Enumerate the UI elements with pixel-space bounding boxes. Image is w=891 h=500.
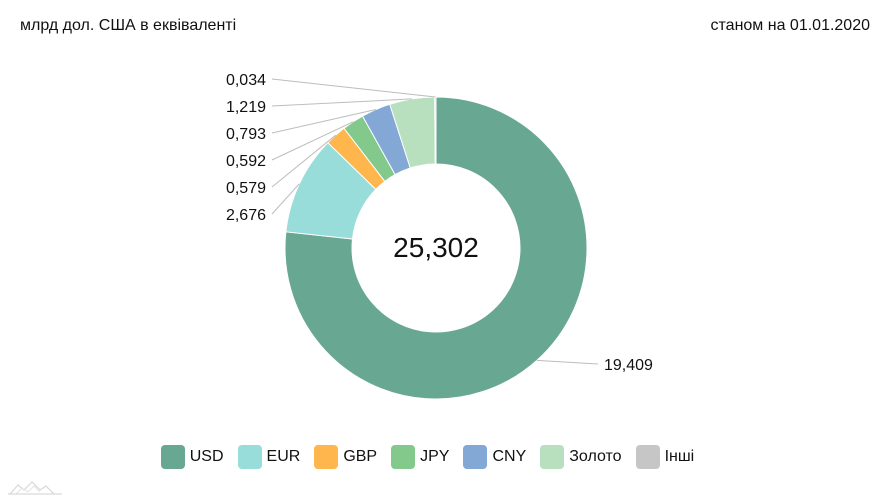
leader-line-gold bbox=[271, 98, 412, 107]
leader-line-other bbox=[271, 78, 436, 98]
legend-item-jpy[interactable]: JPY bbox=[391, 444, 449, 470]
leader-line-gbp bbox=[271, 134, 336, 188]
legend-swatch bbox=[463, 445, 488, 469]
leader-line-usd bbox=[536, 359, 599, 365]
units-label: млрд дол. США в еквіваленті bbox=[20, 17, 237, 34]
legend-label: CNY bbox=[492, 448, 527, 465]
data-label-usd: 19,409 bbox=[604, 357, 653, 374]
slice-other[interactable] bbox=[434, 96, 437, 165]
legend-label: GBP bbox=[343, 448, 378, 465]
donut-chart: 19,409 2,676 0,579 0,592 0,793 1,219 0,034 25,3… bbox=[226, 72, 653, 400]
legend-item-gbp[interactable]: GBP bbox=[314, 444, 377, 470]
legend-swatch bbox=[391, 445, 416, 469]
legend-swatch bbox=[635, 445, 660, 469]
leader-line-jpy bbox=[271, 121, 354, 161]
legend-label: USD bbox=[189, 448, 224, 465]
legend-label: EUR bbox=[266, 448, 301, 465]
leader-line-eur bbox=[271, 183, 300, 215]
legend-item-usd[interactable]: USD bbox=[160, 444, 224, 470]
legend-swatch bbox=[237, 445, 262, 469]
data-label-jpy: 0,592 bbox=[226, 153, 266, 170]
legend-label: Золото bbox=[569, 448, 622, 465]
center-total-label: 25,302 bbox=[393, 232, 479, 263]
legend-swatch bbox=[314, 445, 339, 469]
slice-usd[interactable] bbox=[284, 96, 588, 400]
date-label: станом на 01.01.2020 bbox=[710, 17, 870, 34]
data-label-other: 0,034 bbox=[226, 72, 266, 89]
mountain-logo-icon bbox=[8, 481, 62, 495]
legend-item-cny[interactable]: CNY bbox=[463, 444, 526, 470]
leader-line-cny bbox=[271, 109, 376, 134]
legend-swatch bbox=[160, 445, 185, 469]
chart-legend: USD EUR GBP JPY CNY Золото Інші bbox=[0, 444, 855, 470]
legend-label: JPY bbox=[420, 448, 450, 465]
legend-label: Інші bbox=[664, 448, 695, 465]
data-label-gbp: 0,579 bbox=[226, 180, 266, 197]
legend-swatch bbox=[540, 445, 565, 469]
legend-item-other[interactable]: Інші bbox=[635, 444, 695, 470]
legend-item-eur[interactable]: EUR bbox=[237, 444, 301, 470]
data-label-cny: 0,793 bbox=[226, 126, 266, 143]
data-label-eur: 2,676 bbox=[226, 207, 266, 224]
data-label-gold: 1,219 bbox=[226, 99, 266, 116]
legend-item-gold[interactable]: Золото bbox=[540, 444, 622, 470]
